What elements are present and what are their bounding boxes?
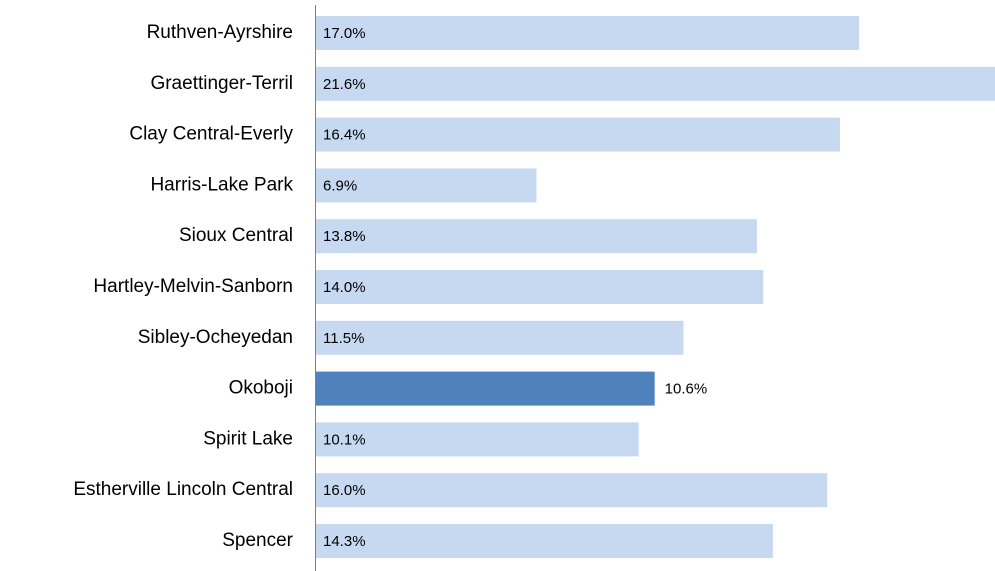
value-label: 16.0% (323, 482, 366, 499)
bar (316, 117, 840, 152)
value-label: 21.6% (323, 76, 366, 93)
bar (316, 66, 995, 101)
value-label: 13.8% (323, 228, 366, 245)
category-label: Sibley-Ocheyedan (138, 327, 293, 348)
value-label: 14.0% (323, 279, 366, 296)
category-label: Clay Central-Everly (129, 124, 293, 145)
value-label: 16.4% (323, 127, 366, 144)
category-label: Estherville Lincoln Central (73, 479, 293, 500)
bar (316, 168, 537, 203)
value-label: 6.9% (323, 177, 357, 194)
bar (316, 320, 684, 355)
category-label: Okoboji (229, 378, 293, 399)
category-label: Ruthven-Ayrshire (147, 22, 293, 43)
bar (316, 371, 655, 406)
category-label: Graettinger-Terril (150, 73, 293, 94)
bar (316, 16, 860, 50)
value-label: 11.5% (323, 330, 364, 347)
category-label: Sioux Central (179, 225, 293, 246)
value-label: 14.3% (323, 533, 366, 550)
bar (316, 473, 828, 508)
category-label: Spirit Lake (203, 428, 293, 449)
value-label: 17.0% (323, 25, 366, 42)
category-label: Spencer (222, 530, 293, 551)
bar (316, 219, 757, 254)
bar (316, 270, 764, 304)
category-label: Hartley-Melvin-Sanborn (93, 276, 293, 297)
bar (316, 524, 773, 558)
value-label: 10.1% (323, 431, 366, 448)
bar (316, 422, 639, 457)
value-label: 10.6% (665, 381, 708, 398)
category-label: Harris-Lake Park (150, 174, 293, 195)
